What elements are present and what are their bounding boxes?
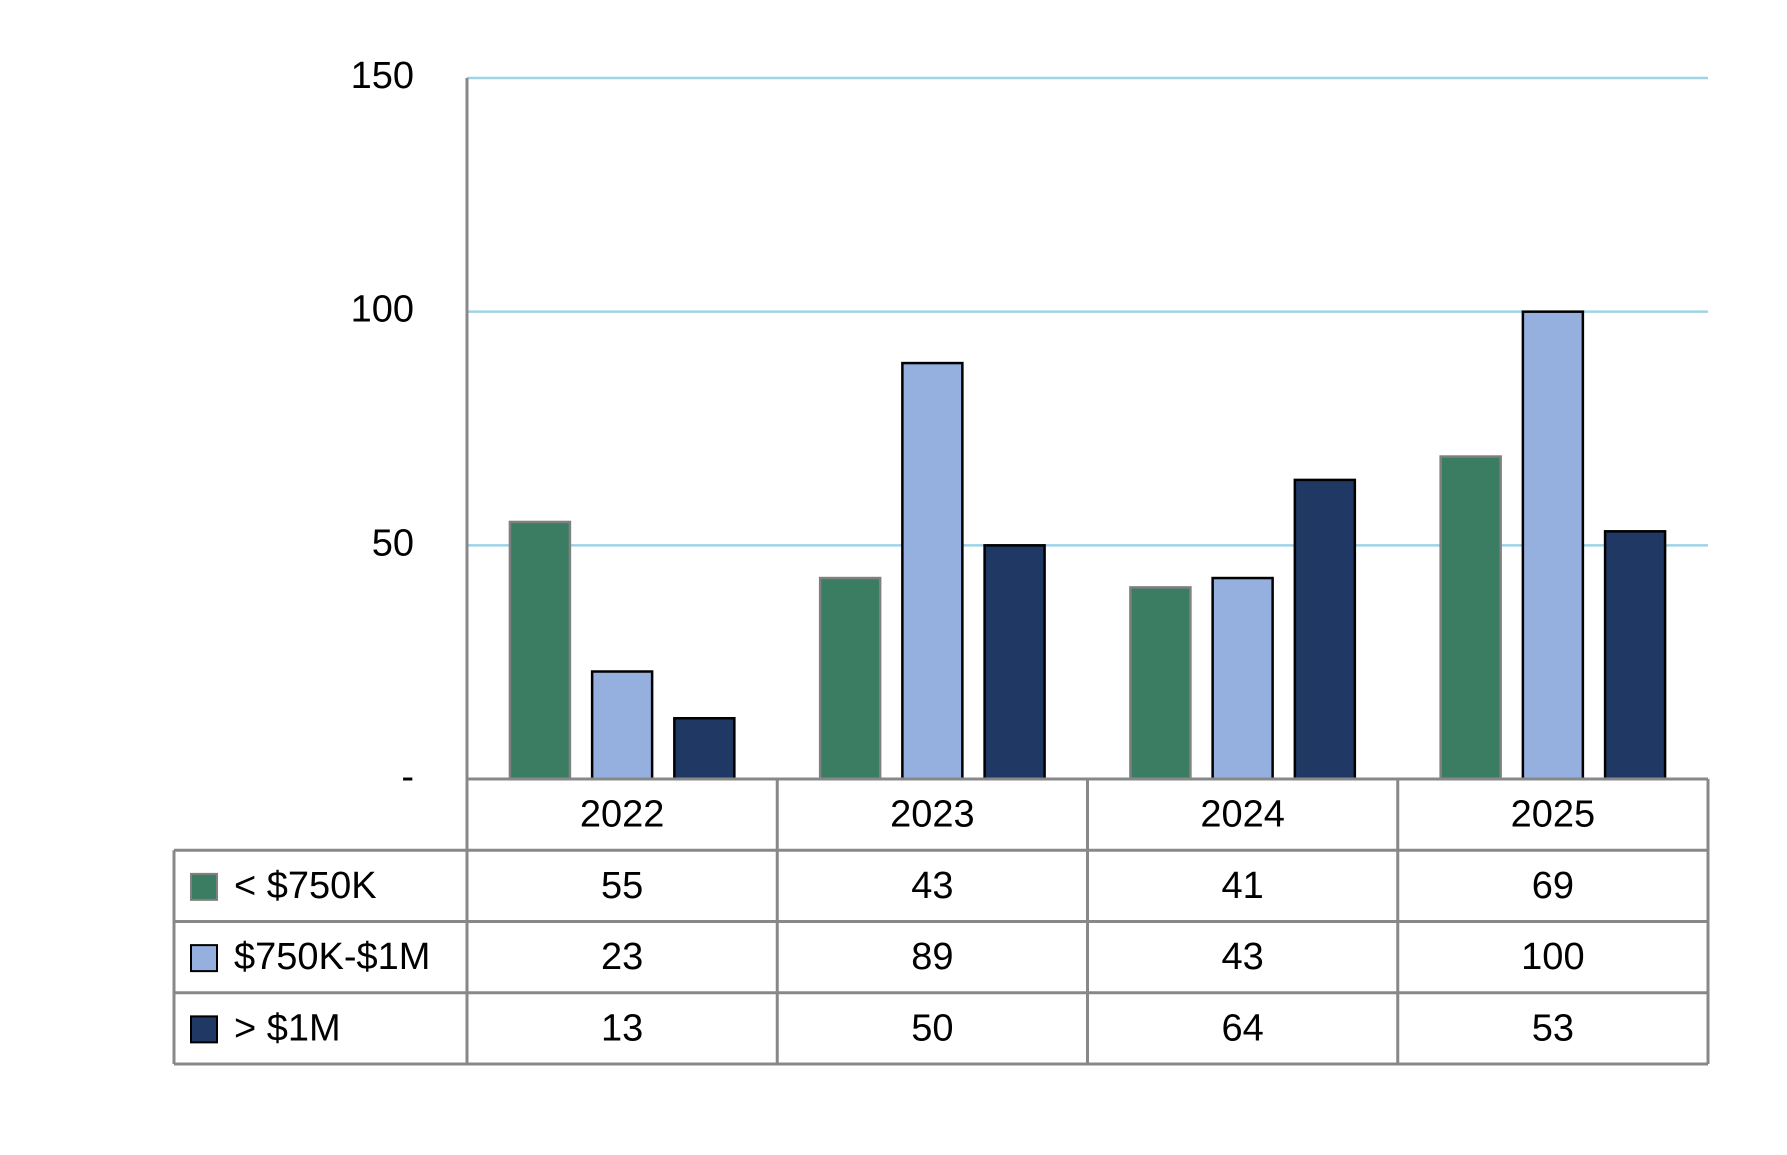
bar [1521,310,1585,781]
data-label: 100 [1521,936,1584,978]
legend-swatch [190,1015,218,1044]
data-label: 13 [601,1007,643,1049]
bar [673,716,736,781]
bar [1129,586,1192,781]
data-label: 50 [911,1007,953,1049]
data-label: 69 [1532,865,1574,907]
legend-label: > $1M [234,1007,341,1049]
y-tick-label: - [401,756,414,798]
data-label: 53 [1532,1007,1574,1049]
x-tick-label: 2024 [1200,794,1285,836]
data-label: 23 [601,936,643,978]
legend-swatch [190,872,218,901]
bar [983,544,1046,781]
bar [1211,576,1274,781]
x-tick-label: 2025 [1511,794,1596,836]
y-tick-label: 50 [372,522,414,564]
bar [590,670,654,781]
legend-label: < $750K [234,865,377,907]
x-tick-label: 2023 [890,794,975,836]
bar [1293,478,1357,781]
bar [1603,530,1667,781]
bar [508,520,572,781]
legend-label: $750K-$1M [234,936,430,978]
data-label: 55 [601,865,643,907]
y-tick-label: 150 [351,55,414,97]
data-label: 64 [1221,1007,1263,1049]
bar [1439,455,1502,781]
data-label: 41 [1221,865,1263,907]
data-label: 43 [911,865,953,907]
bar [818,576,882,781]
x-tick-label: 2022 [580,794,665,836]
bar [901,361,964,781]
y-tick-label: 100 [351,289,414,331]
data-label: 89 [911,936,953,978]
legend-swatch [190,944,218,973]
data-label: 43 [1221,936,1263,978]
